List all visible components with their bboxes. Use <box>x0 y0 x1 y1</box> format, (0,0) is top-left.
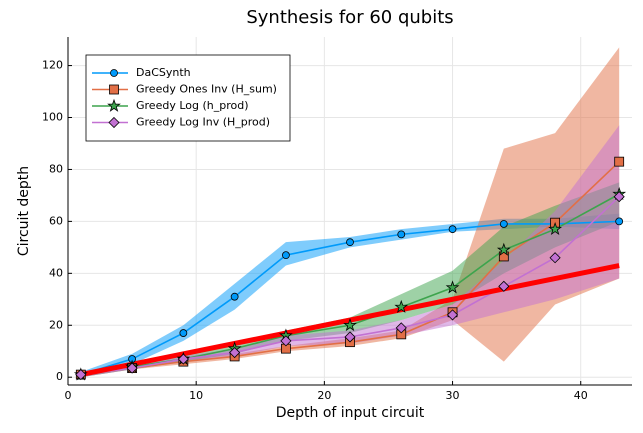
x-tick-label: 10 <box>189 389 203 402</box>
marker <box>448 225 457 234</box>
y-axis-label: Circuit depth <box>16 166 32 256</box>
marker <box>230 292 239 301</box>
marker <box>395 322 407 334</box>
marker <box>280 335 292 347</box>
marker <box>549 252 561 264</box>
y-tick-label: 120 <box>42 59 63 72</box>
plot-area <box>73 47 627 381</box>
marker <box>446 309 459 321</box>
marker <box>394 299 409 313</box>
y-tick-label: 100 <box>42 111 63 124</box>
x-tick-label: 20 <box>317 389 331 402</box>
marker <box>548 221 562 236</box>
marker <box>343 318 357 332</box>
marker <box>229 346 241 359</box>
marker <box>344 331 356 343</box>
marker <box>177 353 189 365</box>
y-tick-label: 60 <box>49 214 63 227</box>
marker <box>107 98 121 112</box>
legend-label: Greedy Ones Inv (H_sum) <box>136 83 277 96</box>
marker <box>75 369 87 381</box>
y-tick-label: 20 <box>49 318 63 331</box>
legend-label: Greedy Log Inv (H_prod) <box>136 116 270 129</box>
marker <box>614 156 625 167</box>
marker <box>109 84 119 95</box>
marker <box>126 362 138 374</box>
y-tick-label: 0 <box>56 370 63 383</box>
x-tick-label: 40 <box>574 389 588 402</box>
marker <box>498 280 510 292</box>
marker <box>108 116 120 129</box>
marker <box>179 329 188 337</box>
marker <box>445 280 460 294</box>
y-tick-label: 40 <box>49 266 63 279</box>
legend-label: Greedy Log (h_prod) <box>136 99 249 112</box>
x-tick-label: 30 <box>446 389 460 402</box>
marker <box>496 242 511 256</box>
x-axis-label: Depth of input circuit <box>276 405 425 421</box>
marker <box>615 217 624 226</box>
marker <box>397 230 406 239</box>
error-band <box>80 125 620 378</box>
legend-label: DaCSynth <box>136 66 191 79</box>
legend-box <box>85 54 291 142</box>
x-tick-label: 0 <box>65 389 72 402</box>
chart-title: Synthesis for 60 qubits <box>246 7 453 28</box>
y-tick-label: 80 <box>49 162 63 175</box>
marker <box>346 238 354 247</box>
marker <box>613 191 625 203</box>
marker <box>499 220 508 228</box>
marker <box>110 69 118 77</box>
marker <box>282 251 290 260</box>
